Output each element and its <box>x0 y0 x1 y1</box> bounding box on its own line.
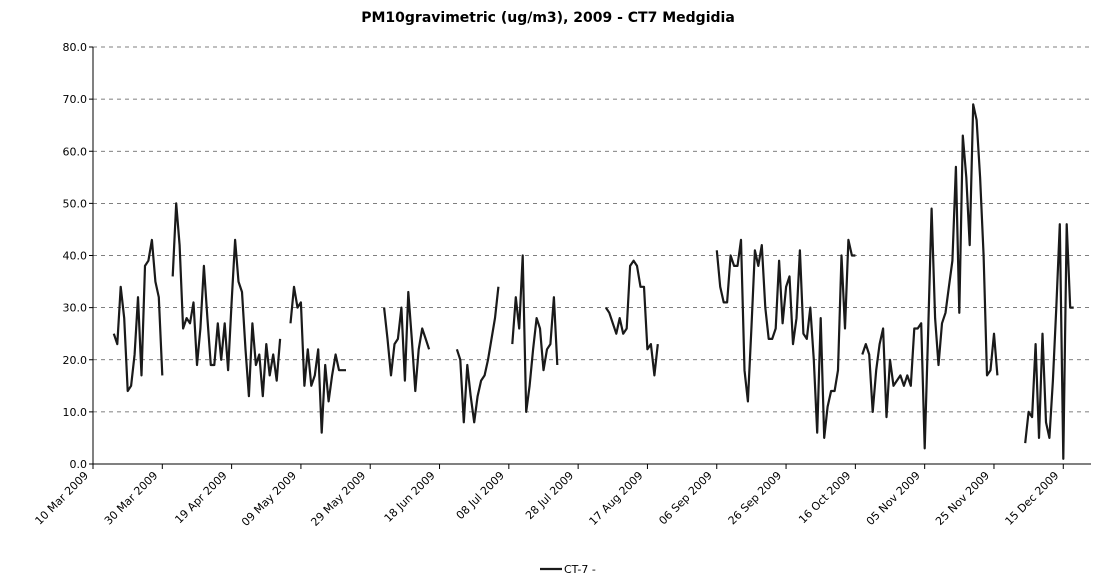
x-tick-label: 17 Aug 2009 <box>587 469 646 528</box>
y-tick-label: 30.0 <box>63 302 88 315</box>
y-tick-label: 10.0 <box>63 406 88 419</box>
x-tick-label: 15 Dec 2009 <box>1003 469 1062 528</box>
x-tick-label: 19 Apr 2009 <box>172 469 229 526</box>
x-tick-label: 18 Jun 2009 <box>382 469 438 525</box>
x-tick-label: 28 Jul 2009 <box>523 469 576 522</box>
x-tick-label: 30 Mar 2009 <box>102 469 161 528</box>
x-tick-label: 26 Sep 2009 <box>726 469 784 527</box>
x-tick-label: 16 Oct 2009 <box>796 469 853 526</box>
data-line <box>112 103 1074 460</box>
x-tick-label: 25 Nov 2009 <box>933 469 992 528</box>
y-tick-label: 20.0 <box>63 354 88 367</box>
x-tick-label: 08 Jul 2009 <box>454 469 507 522</box>
y-tick-label: 80.0 <box>63 41 88 54</box>
y-tick-label: 40.0 <box>63 250 88 263</box>
y-tick-label: 50.0 <box>63 197 88 210</box>
legend-label: CT-7 - <box>564 563 596 576</box>
x-tick-label: 09 May 2009 <box>239 469 299 529</box>
x-tick-label: 06 Sep 2009 <box>656 469 714 527</box>
x-tick-label: 05 Nov 2009 <box>864 469 923 528</box>
chart-title: PM10gravimetric (ug/m3), 2009 - CT7 Medg… <box>361 10 735 26</box>
x-tick-label: 10 Mar 2009 <box>33 469 92 528</box>
y-tick-label: 60.0 <box>63 145 88 158</box>
x-tick-label: 29 May 2009 <box>308 469 368 529</box>
y-tick-label: 0.0 <box>70 458 88 471</box>
y-tick-label: 70.0 <box>63 93 88 106</box>
